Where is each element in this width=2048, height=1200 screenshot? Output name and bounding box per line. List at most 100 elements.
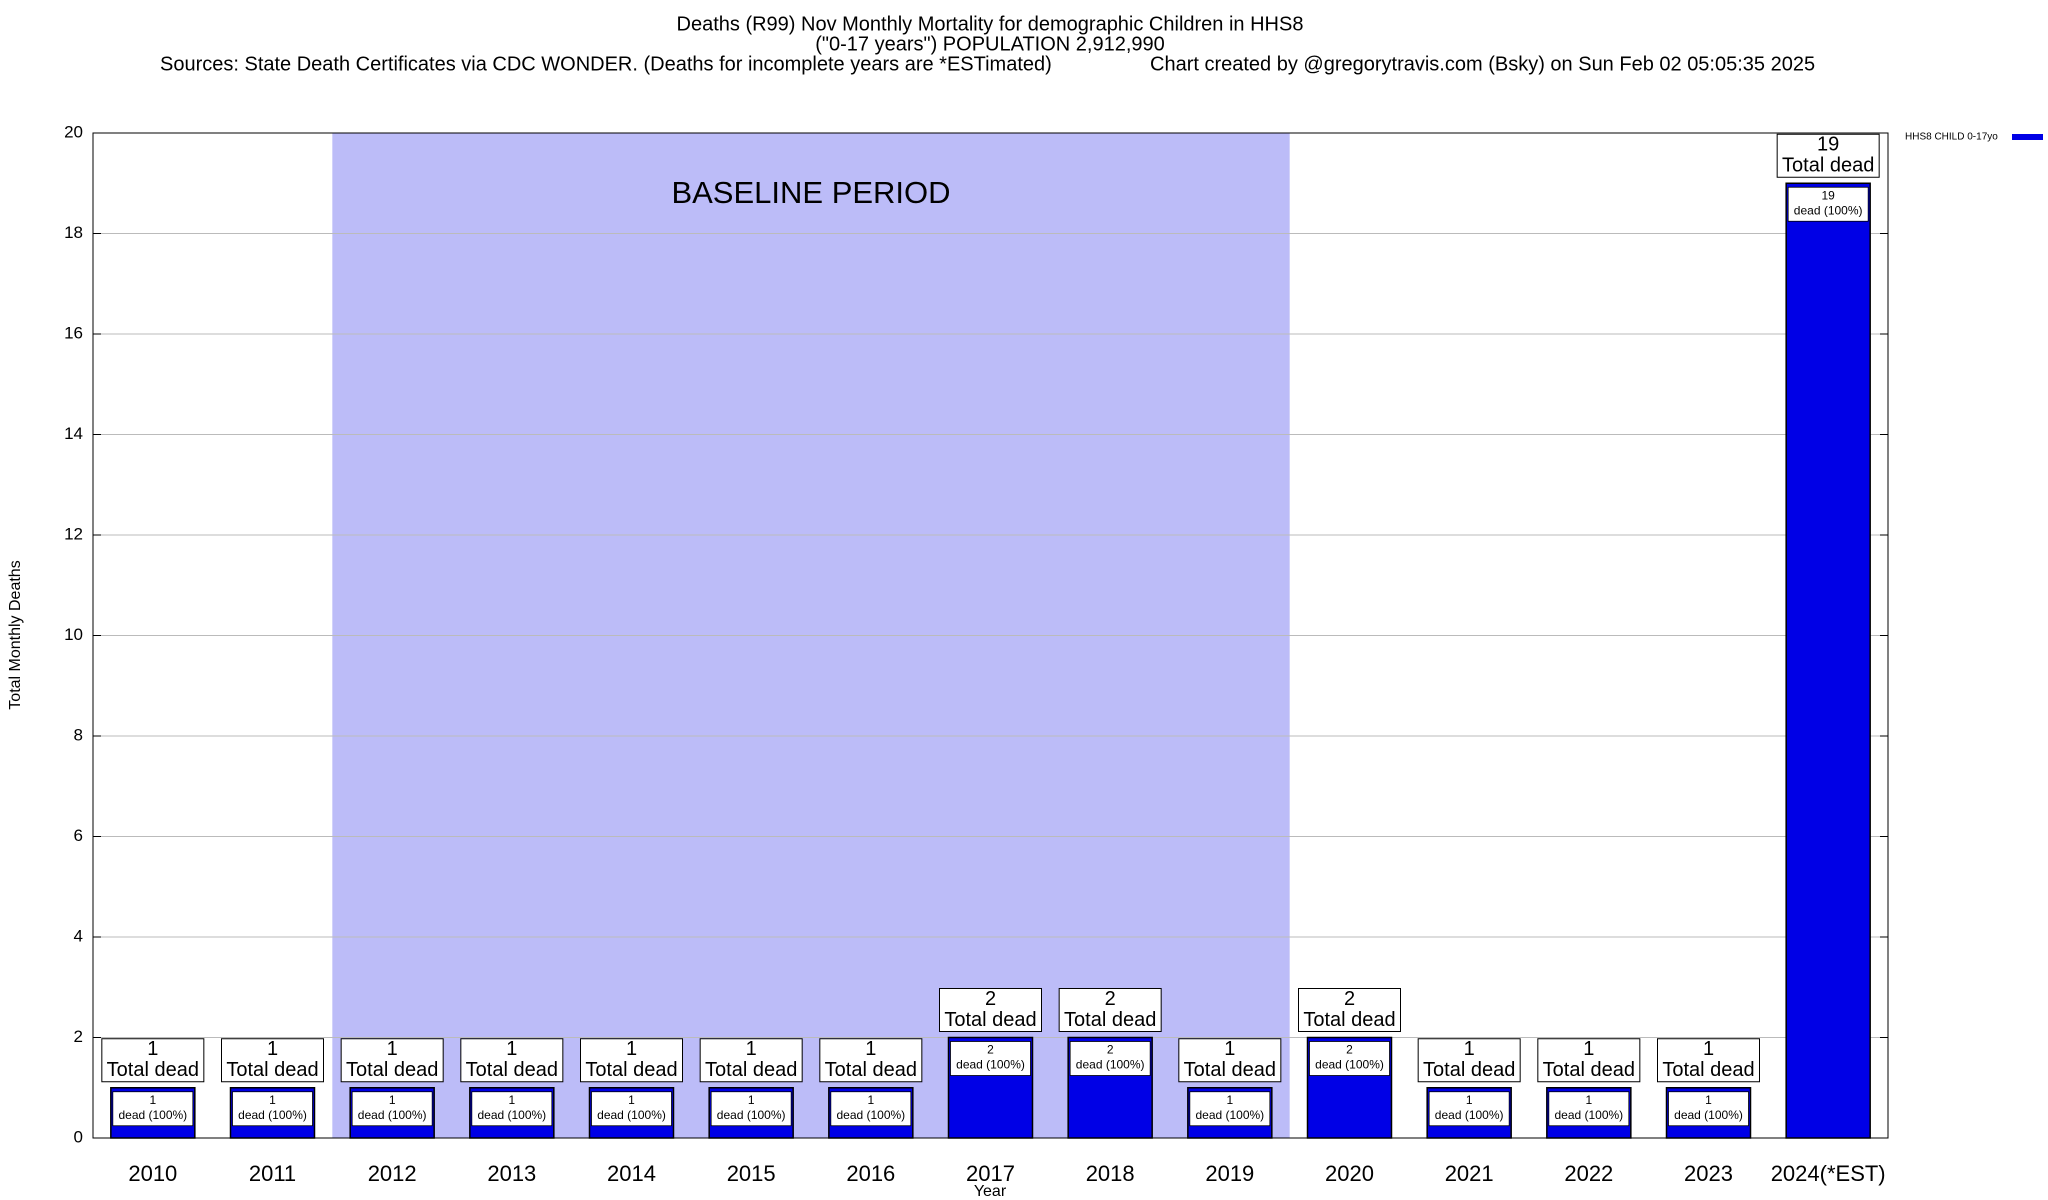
inner-value-label: 1 [1585, 1093, 1592, 1107]
total-value-label: 1 [267, 1038, 278, 1060]
total-label: Total dead [1423, 1059, 1515, 1081]
inner-value-label: 2 [1346, 1043, 1353, 1057]
total-label: Total dead [1662, 1059, 1754, 1081]
inner-value-label: 1 [867, 1093, 874, 1107]
total-label-box [939, 988, 1042, 1032]
total-value-label: 1 [746, 1038, 757, 1060]
y-tick-label: 0 [74, 1127, 83, 1146]
sources: Sources: State Death Certificates via CD… [160, 53, 1052, 75]
inner-label: dead (100%) [1674, 1108, 1743, 1122]
total-label-box [1417, 1038, 1521, 1083]
total-value-label: 2 [1344, 988, 1355, 1010]
inner-label: dead (100%) [1435, 1108, 1504, 1122]
x-tick-label: 2018 [1086, 1161, 1135, 1186]
total-value-label: 1 [865, 1038, 876, 1060]
inner-value-label: 1 [389, 1093, 396, 1107]
x-tick-label: 2024(*EST) [1771, 1161, 1886, 1186]
total-label: Total dead [1064, 1009, 1156, 1031]
inner-value-label: 1 [269, 1093, 276, 1107]
total-label: Total dead [585, 1059, 677, 1081]
total-value-label: 1 [506, 1038, 517, 1060]
total-label-box [340, 1038, 444, 1083]
total-label-box [460, 1038, 564, 1083]
x-tick-label: 2010 [128, 1161, 177, 1186]
x-tick-label: 2013 [487, 1161, 536, 1186]
inner-label-box [1428, 1091, 1510, 1127]
total-value-label: 19 [1817, 134, 1839, 156]
x-tick-label: 2022 [1564, 1161, 1613, 1186]
inner-value-label: 1 [1466, 1093, 1473, 1107]
inner-label: dead (100%) [597, 1108, 666, 1122]
total-label: Total dead [944, 1009, 1036, 1031]
y-tick-label: 14 [64, 424, 83, 443]
inner-label-box [950, 1041, 1031, 1076]
inner-value-label: 1 [1226, 1093, 1233, 1107]
y-tick-label: 16 [64, 323, 83, 342]
total-value-label: 1 [1583, 1038, 1594, 1060]
x-tick-label: 2023 [1684, 1161, 1733, 1186]
inner-label-box [1548, 1091, 1630, 1127]
total-label: Total dead [1184, 1059, 1276, 1081]
inner-label-box [112, 1091, 194, 1127]
total-label-box [1776, 133, 1880, 178]
total-label: Total dead [825, 1059, 917, 1081]
inner-label-box [830, 1091, 912, 1127]
total-label-box [699, 1038, 803, 1083]
total-label: Total dead [705, 1059, 797, 1081]
y-tick-label: 8 [74, 725, 83, 744]
inner-value-label: 1 [508, 1093, 515, 1107]
y-tick-label: 18 [64, 223, 83, 242]
inner-value-label: 19 [1821, 188, 1835, 202]
x-tick-label: 2020 [1325, 1161, 1374, 1186]
y-tick-label: 2 [74, 1027, 83, 1046]
x-tick-label: 2021 [1445, 1161, 1494, 1186]
x-tick-label: 2019 [1205, 1161, 1254, 1186]
inner-label-box [1668, 1091, 1749, 1127]
inner-label: dead (100%) [717, 1108, 786, 1122]
inner-label: dead (100%) [956, 1058, 1025, 1072]
total-value-label: 1 [1224, 1038, 1235, 1060]
total-label-box [1058, 988, 1162, 1032]
total-label-box [1657, 1038, 1760, 1083]
total-label: Total dead [346, 1059, 438, 1081]
inner-label-box [1189, 1091, 1271, 1127]
inner-label: dead (100%) [1554, 1108, 1623, 1122]
total-label-box [819, 1038, 923, 1083]
y-tick-label: 10 [64, 625, 83, 644]
total-label: Total dead [1782, 155, 1874, 177]
total-label-box [1298, 988, 1401, 1032]
chart-title: Deaths (R99) Nov Monthly Mortality for d… [677, 13, 1304, 35]
x-tick-label: 2015 [727, 1161, 776, 1186]
inner-label-box [471, 1091, 553, 1127]
inner-value-label: 1 [149, 1093, 156, 1107]
inner-label-box [351, 1091, 433, 1127]
inner-label: dead (100%) [118, 1108, 187, 1122]
inner-label-box [1069, 1041, 1151, 1076]
x-axis-label: Year [974, 1183, 1007, 1200]
x-tick-label: 2017 [966, 1161, 1015, 1186]
inner-label: dead (100%) [836, 1108, 905, 1122]
inner-label-box [232, 1091, 313, 1127]
y-tick-label: 12 [64, 524, 83, 543]
total-label-box [221, 1038, 324, 1083]
inner-value-label: 2 [1107, 1043, 1114, 1057]
baseline-label: BASELINE PERIOD [671, 175, 950, 210]
total-label: Total dead [107, 1059, 199, 1081]
total-value-label: 1 [1464, 1038, 1475, 1060]
credit: Chart created by @gregorytravis.com (Bsk… [1150, 53, 1815, 75]
x-tick-label: 2016 [846, 1161, 895, 1186]
total-label: Total dead [1303, 1009, 1395, 1031]
legend-swatch [2012, 134, 2043, 140]
total-value-label: 1 [626, 1038, 637, 1060]
bar [1785, 182, 1871, 1139]
total-value-label: 1 [1703, 1038, 1714, 1060]
inner-label: dead (100%) [1315, 1058, 1384, 1072]
inner-label: dead (100%) [358, 1108, 427, 1122]
chart-subtitle: ("0-17 years") POPULATION 2,912,990 [815, 33, 1165, 55]
total-value-label: 2 [985, 988, 996, 1010]
y-axis-label: Total Monthly Deaths [7, 560, 24, 709]
total-value-label: 1 [147, 1038, 158, 1060]
inner-value-label: 1 [1705, 1093, 1712, 1107]
